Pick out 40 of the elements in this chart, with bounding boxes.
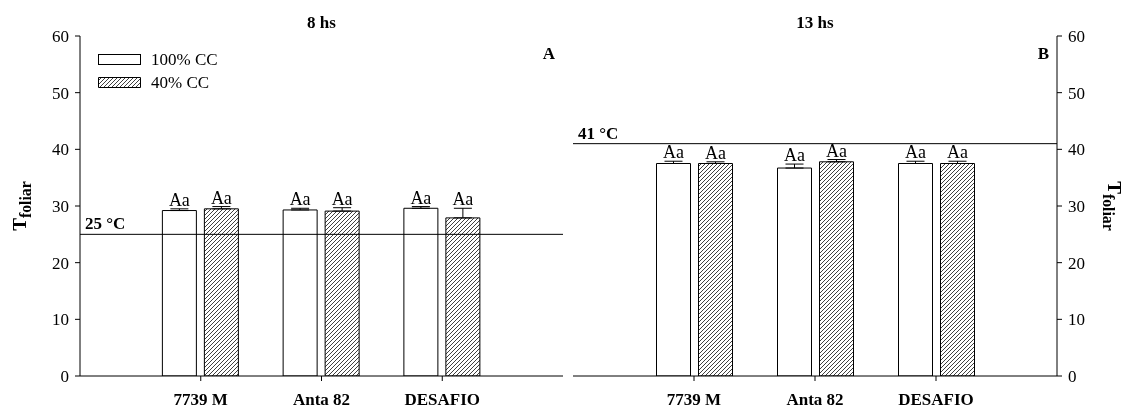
x-tick-label: 7739 M xyxy=(173,390,228,410)
data-label: Aa xyxy=(705,142,726,163)
annotation: B xyxy=(1037,44,1049,64)
y2-tick-label: 40 xyxy=(1068,140,1085,160)
data-label: Aa xyxy=(210,187,232,208)
data-label: Aa xyxy=(331,188,353,209)
data-label: Aa xyxy=(784,145,805,166)
y2-tick-label: 20 xyxy=(1068,253,1085,273)
y2-tick-label: 50 xyxy=(1068,83,1085,103)
legend-label: 100% CC xyxy=(151,49,218,70)
data-label: Aa xyxy=(452,189,474,210)
ref-line-label: 25 °C xyxy=(85,214,126,234)
ref-line-label: 41 °C xyxy=(578,123,619,143)
y2-tick-label: 10 xyxy=(1068,310,1085,330)
x-tick-label: DESAFIO xyxy=(898,390,974,410)
x-tick-label: DESAFIO xyxy=(404,390,481,410)
data-label: Aa xyxy=(168,189,190,210)
y-tick-label: 40 xyxy=(52,140,69,160)
x-tick-label: 7739 M xyxy=(666,390,722,410)
y-tick-label: 50 xyxy=(52,83,69,103)
y-tick-label: 0 xyxy=(60,367,69,387)
y2-tick-label: 0 xyxy=(1068,367,1077,387)
y-tick-label: 60 xyxy=(52,27,69,47)
y-tick-label: 20 xyxy=(52,253,69,273)
annotation: A xyxy=(542,44,555,64)
data-label: Aa xyxy=(947,142,968,163)
data-label: Aa xyxy=(663,142,684,163)
data-label: Aa xyxy=(826,140,847,161)
chart-title: 8 hs xyxy=(306,13,337,33)
x-tick-label: Anta 82 xyxy=(786,390,844,410)
y2-tick-label: 60 xyxy=(1068,27,1085,47)
y2-tick-label: 30 xyxy=(1068,197,1085,217)
data-label: Aa xyxy=(410,187,432,208)
y-tick-label: 30 xyxy=(52,197,69,217)
y-tick-label: 10 xyxy=(52,310,69,330)
data-label: Aa xyxy=(289,189,311,210)
x-tick-label: Anta 82 xyxy=(292,390,351,410)
data-label: Aa xyxy=(905,142,926,163)
chart-title: 13 hs xyxy=(795,13,835,33)
legend-label: 40% CC xyxy=(151,72,210,93)
